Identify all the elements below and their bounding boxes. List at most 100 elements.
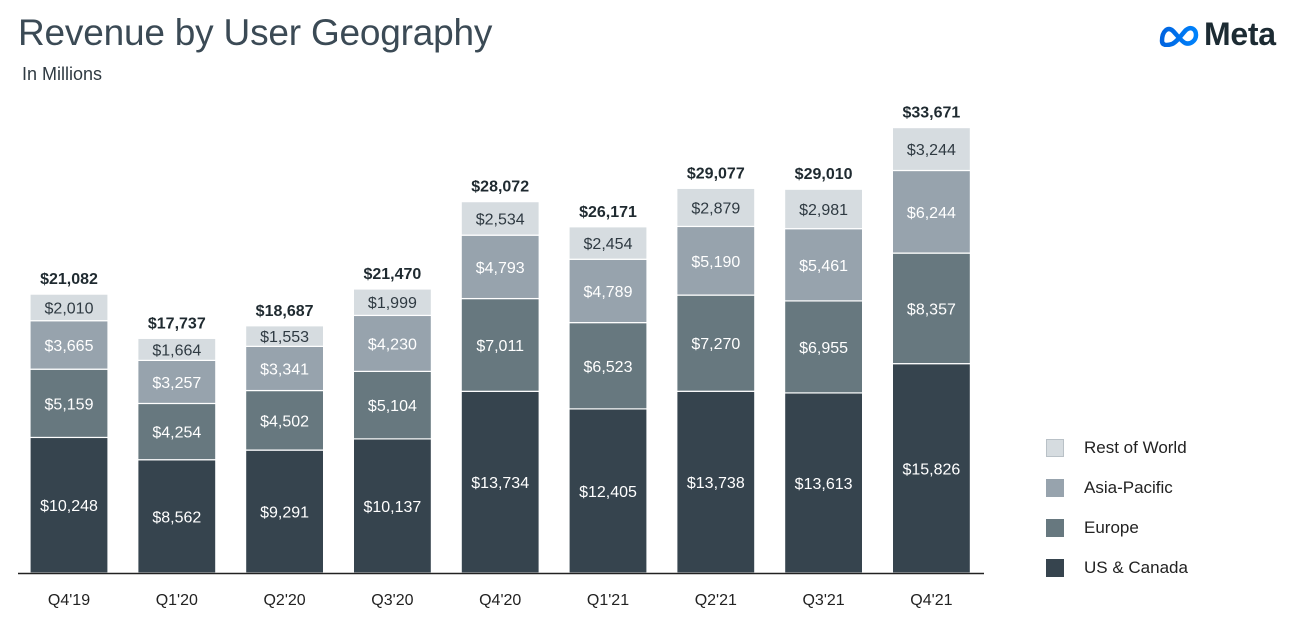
legend-item-rest-of-world: Rest of World bbox=[1046, 428, 1188, 468]
bar-total-label: $21,082 bbox=[40, 271, 98, 288]
bar-value-label: $6,955 bbox=[799, 340, 848, 357]
bar-total-label: $26,171 bbox=[579, 204, 637, 221]
meta-infinity-icon bbox=[1159, 25, 1199, 47]
bar-value-label: $3,665 bbox=[45, 338, 94, 355]
bar-segment-asia-pacific bbox=[568, 258, 648, 324]
bar-value-label: $8,562 bbox=[152, 509, 201, 526]
bar-segment-europe bbox=[137, 402, 217, 461]
bar-segment-asia-pacific bbox=[891, 169, 972, 254]
x-tick-label: Q1'20 bbox=[156, 592, 198, 609]
x-tick-label: Q4'20 bbox=[479, 592, 521, 609]
bar-segment-europe bbox=[29, 368, 109, 439]
bar-segment-us-canada bbox=[783, 392, 864, 574]
bar-segment-rest-of-world bbox=[29, 293, 109, 322]
bar-segment-rest-of-world bbox=[676, 187, 756, 228]
bar-value-label: $6,523 bbox=[584, 359, 633, 376]
bar-value-label: $12,405 bbox=[579, 484, 637, 501]
bar-value-label: $7,011 bbox=[476, 338, 524, 355]
bar-segment-asia-pacific bbox=[460, 234, 540, 300]
bar-value-label: $1,553 bbox=[260, 329, 309, 346]
legend-label: Asia-Pacific bbox=[1084, 478, 1173, 497]
bar-segment-us-canada bbox=[568, 408, 648, 574]
bar-value-label: $13,738 bbox=[687, 475, 745, 492]
bar-segment-rest-of-world bbox=[352, 288, 432, 317]
bar-segment-us-canada bbox=[245, 449, 325, 574]
bar-segment-asia-pacific bbox=[676, 225, 756, 296]
bar-segment-us-canada bbox=[891, 363, 972, 574]
meta-logo: Meta bbox=[1158, 16, 1276, 53]
x-tick-label: Q3'21 bbox=[802, 592, 844, 609]
bar-value-label: $13,734 bbox=[471, 475, 529, 492]
bar-total-label: $28,072 bbox=[471, 179, 529, 196]
bar-segment-us-canada bbox=[676, 390, 756, 574]
legend-swatch-rest-of-world bbox=[1046, 439, 1064, 457]
bar-value-label: $4,789 bbox=[584, 284, 633, 301]
bar-value-label: $5,190 bbox=[691, 254, 740, 271]
bar-value-label: $2,454 bbox=[584, 236, 633, 253]
legend-swatch-europe bbox=[1046, 519, 1064, 537]
x-tick-label: Q3'20 bbox=[371, 592, 413, 609]
bar-segment-asia-pacific bbox=[352, 314, 432, 372]
bar-value-label: $15,826 bbox=[902, 461, 960, 478]
bar-segment-asia-pacific bbox=[137, 359, 217, 405]
bar-segment-us-canada bbox=[460, 390, 540, 574]
bar-segment-rest-of-world bbox=[568, 226, 648, 260]
bar-segment-rest-of-world bbox=[460, 201, 540, 236]
x-tick-label: Q2'20 bbox=[263, 592, 305, 609]
bar-segment-europe bbox=[460, 297, 540, 392]
bar-value-label: $7,270 bbox=[691, 336, 740, 353]
bar-segment-asia-pacific bbox=[783, 228, 864, 302]
x-tick-label: Q4'19 bbox=[48, 592, 90, 609]
chart-subtitle: In Millions bbox=[22, 64, 103, 84]
x-tick-label: Q4'21 bbox=[910, 592, 952, 609]
bar-value-label: $4,254 bbox=[152, 425, 201, 442]
bar-total-label: $33,671 bbox=[902, 105, 960, 122]
bar-value-label: $5,461 bbox=[799, 258, 848, 275]
legend-label: Europe bbox=[1084, 518, 1139, 537]
bar-total-label: $29,010 bbox=[795, 166, 853, 183]
stacked-bar-chart: $10,248 $5,159 $3,665 $2,010 $21,082 Q4'19 $8,… bbox=[18, 105, 984, 609]
bar-value-label: $9,291 bbox=[260, 505, 309, 522]
legend-swatch-asia-pacific bbox=[1046, 479, 1064, 497]
bar-total-label: $21,470 bbox=[363, 266, 421, 283]
meta-logo-text: Meta bbox=[1204, 16, 1276, 52]
bar-segment-europe bbox=[676, 294, 756, 392]
bar-value-label: $1,999 bbox=[368, 295, 417, 312]
bar-value-label: $4,793 bbox=[476, 260, 525, 277]
bar-value-label: $3,244 bbox=[907, 142, 956, 159]
bar-segment-europe bbox=[245, 389, 325, 451]
bar-value-label: $10,137 bbox=[363, 499, 421, 516]
chart-legend: Rest of World Asia-Pacific Europe US & C… bbox=[1046, 428, 1188, 588]
x-tick-label: Q2'21 bbox=[695, 592, 737, 609]
bar-value-label: $5,104 bbox=[368, 398, 417, 415]
bar-value-label: $3,257 bbox=[152, 375, 201, 392]
bar-segment-rest-of-world bbox=[245, 325, 325, 347]
bar-value-label: $2,879 bbox=[691, 200, 740, 217]
bar-value-label: $6,244 bbox=[907, 205, 956, 222]
bar-value-label: $4,230 bbox=[368, 336, 417, 353]
bar-segment-rest-of-world bbox=[783, 188, 864, 230]
bar-value-label: $1,664 bbox=[152, 342, 201, 359]
bar-total-label: $18,687 bbox=[256, 303, 314, 320]
bar-value-label: $4,502 bbox=[260, 413, 309, 430]
legend-item-us-canada: US & Canada bbox=[1046, 548, 1188, 588]
x-tick-label: Q1'21 bbox=[587, 592, 629, 609]
bar-value-label: $2,010 bbox=[45, 300, 94, 317]
bar-value-label: $3,341 bbox=[260, 361, 309, 378]
bar-segment-rest-of-world bbox=[137, 337, 217, 361]
bar-segment-europe bbox=[568, 322, 648, 410]
bar-segment-europe bbox=[352, 370, 432, 440]
bar-value-label: $13,613 bbox=[795, 476, 853, 493]
bar-value-label: $10,248 bbox=[40, 498, 98, 515]
bar-segment-us-canada bbox=[352, 438, 432, 574]
legend-label: US & Canada bbox=[1084, 558, 1188, 577]
bar-total-label: $29,077 bbox=[687, 165, 745, 182]
bar-value-label: $2,534 bbox=[476, 211, 525, 228]
bar-segment-rest-of-world bbox=[891, 126, 972, 172]
legend-item-asia-pacific: Asia-Pacific bbox=[1046, 468, 1188, 508]
bar-total-label: $17,737 bbox=[148, 315, 206, 332]
chart-title: Revenue by User Geography bbox=[18, 12, 493, 53]
bar-value-label: $2,981 bbox=[799, 202, 848, 219]
bar-value-label: $8,357 bbox=[907, 301, 956, 318]
legend-swatch-us-canada bbox=[1046, 559, 1064, 577]
